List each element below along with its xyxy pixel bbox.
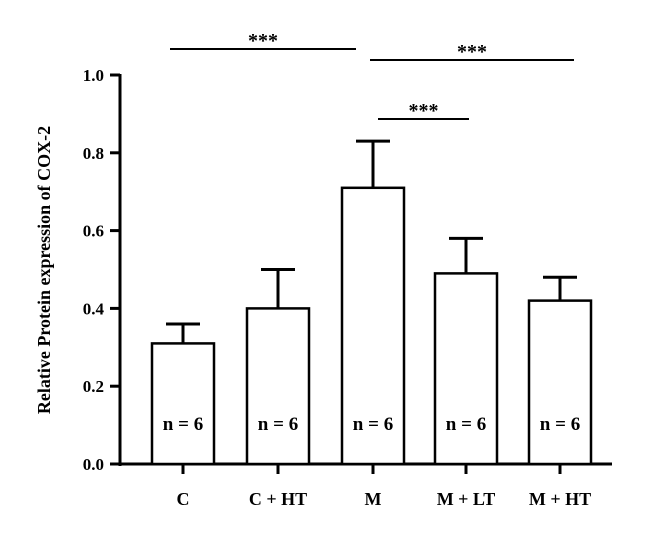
x-tick-label: M bbox=[365, 489, 382, 509]
x-tick-label: C bbox=[177, 489, 190, 509]
n-label: n = 6 bbox=[258, 414, 298, 435]
bars: n = 6 n = 6 n = 6 n = 6 n = 6 bbox=[150, 139, 593, 466]
n-label: n = 6 bbox=[540, 414, 580, 435]
n-label: n = 6 bbox=[163, 414, 203, 435]
significance-label: *** bbox=[409, 100, 439, 122]
bar bbox=[150, 342, 216, 466]
y-tick-label: 0.2 bbox=[83, 377, 104, 396]
n-label: n = 6 bbox=[353, 414, 393, 435]
significance-label: *** bbox=[248, 30, 278, 52]
y-tick-label: 0.0 bbox=[83, 455, 104, 474]
significance-brackets: *** *** *** bbox=[170, 30, 574, 122]
axes: 0.0 0.2 0.4 0.6 0.8 1.0 C C + HT M M + LT M + HT bbox=[83, 66, 612, 509]
bar bbox=[340, 186, 406, 466]
y-tick-label: 0.8 bbox=[83, 144, 104, 163]
x-tick-label: M + HT bbox=[529, 489, 591, 509]
y-tick-label: 0.6 bbox=[83, 222, 104, 241]
bar bbox=[433, 272, 499, 466]
y-tick-label: 0.4 bbox=[83, 299, 105, 318]
y-tick-label: 1.0 bbox=[83, 66, 104, 85]
bar bbox=[527, 299, 593, 466]
y-axis-label: Relative Protein expression of COX-2 bbox=[34, 126, 54, 414]
x-tick-label: C + HT bbox=[249, 489, 307, 509]
significance-label: *** bbox=[457, 41, 487, 63]
x-tick-label: M + LT bbox=[437, 489, 496, 509]
n-label: n = 6 bbox=[446, 414, 486, 435]
bar bbox=[245, 307, 311, 466]
